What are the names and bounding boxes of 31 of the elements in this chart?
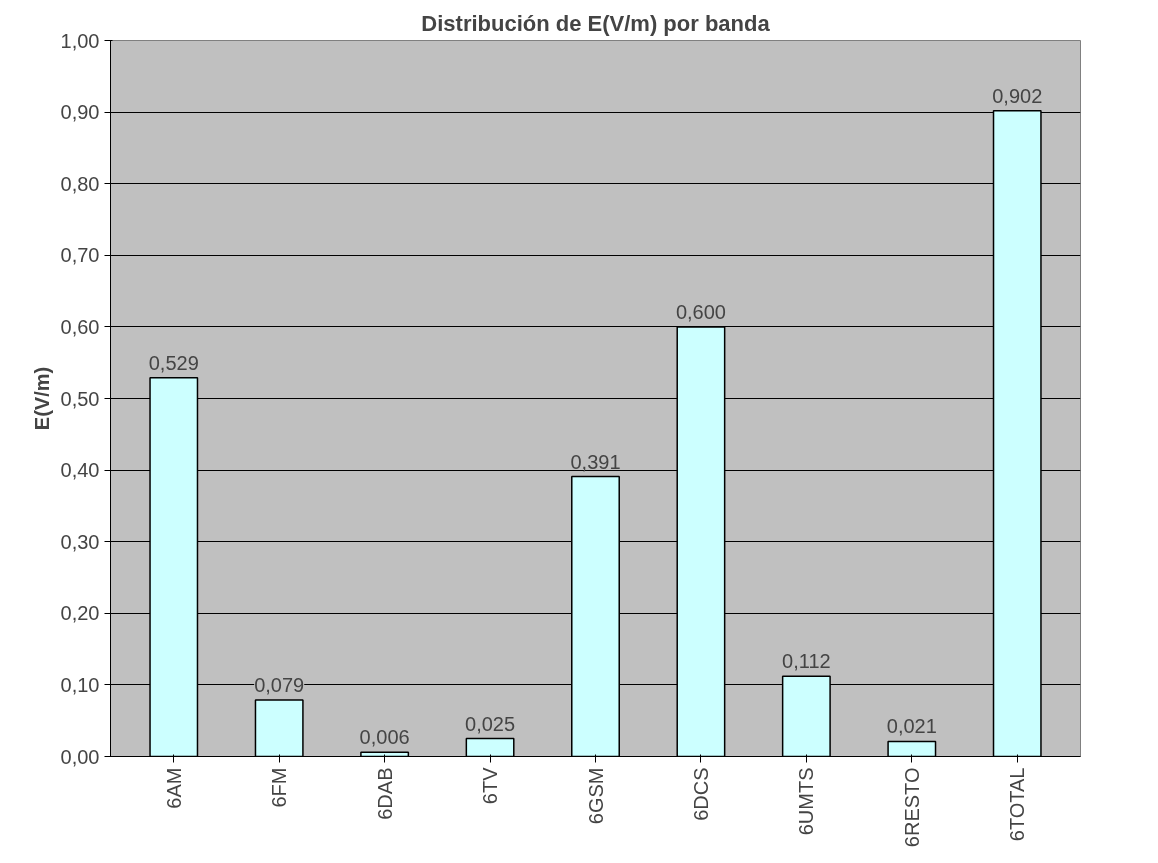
y-tick-label: 0,10 (60, 673, 100, 696)
y-tick-label: 0,50 (60, 387, 100, 410)
data-label: 0,112 (782, 650, 831, 673)
y-tick-label: 0,30 (60, 530, 100, 553)
x-tick-label: 6DAB (373, 767, 396, 820)
y-tick-label: 0,90 (60, 101, 100, 124)
data-label: 0,006 (359, 726, 410, 749)
y-tick-label: 0,00 (60, 745, 100, 768)
x-tick-label: 6FM (268, 767, 291, 808)
y-tick-label: 0,20 (60, 602, 100, 625)
data-label: 0,079 (254, 673, 305, 696)
data-label: 0,600 (675, 300, 726, 323)
y-tick-label: 0,80 (60, 172, 100, 195)
x-tick-label: 6GSM (584, 767, 607, 825)
y-tick-label: 1,00 (60, 29, 100, 52)
data-label: 0,021 (886, 715, 937, 738)
x-tick-label: 6DCS (689, 767, 712, 821)
y-tick-label: 0,60 (60, 315, 100, 338)
y-tick-label: 0,70 (60, 244, 100, 267)
data-label: 0,902 (992, 84, 1043, 107)
chart-title: Distribución de E(V/m) por banda (421, 10, 771, 36)
data-label: 0,025 (465, 712, 516, 735)
x-tick-label: 6UMTS (795, 767, 818, 836)
x-tick-label: 6TOTAL (1006, 767, 1029, 842)
data-label: 0,391 (570, 450, 621, 473)
y-axis-title: E(V/m) (30, 366, 53, 431)
x-tick-label: 6RESTO (900, 767, 923, 848)
x-tick-label: 6AM (162, 767, 185, 809)
data-label: 0,529 (148, 351, 199, 374)
y-tick-label: 0,40 (60, 459, 100, 482)
x-tick-label: 6TV (479, 766, 502, 805)
